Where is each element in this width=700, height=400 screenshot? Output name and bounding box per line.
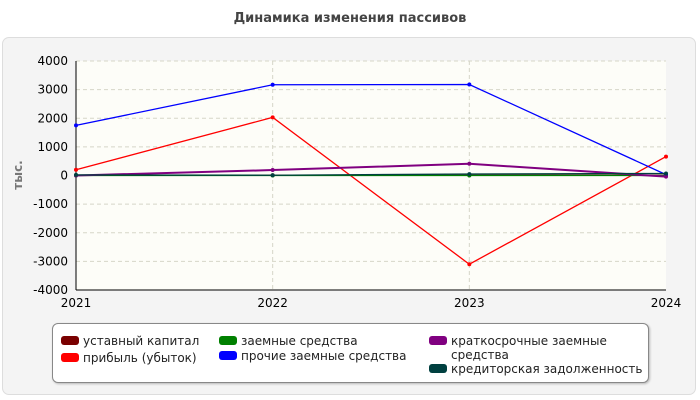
y-tick-label: 1000 <box>37 140 68 154</box>
legend-item-prochie-zaemnye[interactable]: прочие заемные средства <box>219 349 407 363</box>
legend-item-ustavnyy-kapital[interactable]: уставный капитал <box>61 334 199 348</box>
legend-label: уставный капитал <box>83 334 200 348</box>
series-line <box>75 172 667 176</box>
data-point[interactable] <box>270 168 275 173</box>
data-point[interactable] <box>270 115 275 120</box>
y-tick-label: 4000 <box>37 54 68 68</box>
y-tick-label: -4000 <box>33 283 68 297</box>
y-tick-label: -2000 <box>33 226 68 240</box>
data-point[interactable] <box>467 82 472 87</box>
data-point[interactable] <box>74 172 78 177</box>
chart-title: Динамика изменения пассивов <box>233 11 467 26</box>
y-tick-label: 2000 <box>37 111 68 125</box>
series-5 <box>74 171 668 178</box>
legend-item-pribyl[interactable]: прибыль (убыток) <box>61 351 197 365</box>
series-line <box>75 116 667 266</box>
x-tick-label: 2024 <box>651 296 682 310</box>
series-line <box>75 162 667 178</box>
y-tick-label: -1000 <box>33 197 68 211</box>
legend-swatch <box>219 351 237 360</box>
legend-swatch <box>61 336 79 345</box>
legend-swatch <box>429 364 447 373</box>
data-point[interactable] <box>270 82 275 87</box>
legend-item-kreditorskaya[interactable]: кредиторская задолженность <box>429 362 642 376</box>
data-point[interactable] <box>74 167 78 172</box>
y-tick-label: 3000 <box>37 83 68 97</box>
x-tick-label: 2022 <box>257 296 288 310</box>
x-tick-label: 2023 <box>454 296 485 310</box>
data-point[interactable] <box>467 172 472 177</box>
series-4 <box>74 161 668 179</box>
legend-label: прочие заемные средства <box>241 349 407 363</box>
data-point[interactable] <box>74 123 78 128</box>
data-point[interactable] <box>664 174 668 179</box>
data-point[interactable] <box>664 171 668 176</box>
legend: уставный капитал прибыль (убыток) заемны… <box>52 323 649 383</box>
legend-label: краткосрочные заемные средства <box>451 334 607 362</box>
legend-item-kratkosrochnye[interactable]: краткосрочные заемные средства <box>429 334 639 362</box>
series-line <box>75 83 667 176</box>
legend-swatch <box>61 353 79 362</box>
legend-swatch <box>219 336 237 345</box>
x-tick-label: 2021 <box>61 296 92 310</box>
y-tick-label: -3000 <box>33 254 68 268</box>
y-tick-labels: 4000 3000 2000 1000 0 -1000 -2000 -3000 -4000 <box>33 54 68 297</box>
legend-label: прибыль (убыток) <box>83 351 197 365</box>
series-1 <box>74 115 668 267</box>
data-point[interactable] <box>664 154 668 159</box>
data-point[interactable] <box>467 161 472 166</box>
data-point[interactable] <box>270 173 275 178</box>
y-axis-label: тыс. <box>11 160 25 189</box>
x-tick-labels: 2021 2022 2023 2024 <box>61 296 682 310</box>
series-group <box>74 82 668 267</box>
legend-label: кредиторская задолженность <box>451 362 643 376</box>
y-tick-label: 0 <box>60 169 68 183</box>
legend-item-zaemnye-sredstva[interactable]: заемные средства <box>219 334 358 348</box>
data-point[interactable] <box>467 262 472 267</box>
legend-swatch <box>429 336 447 345</box>
legend-label: заемные средства <box>241 334 358 348</box>
